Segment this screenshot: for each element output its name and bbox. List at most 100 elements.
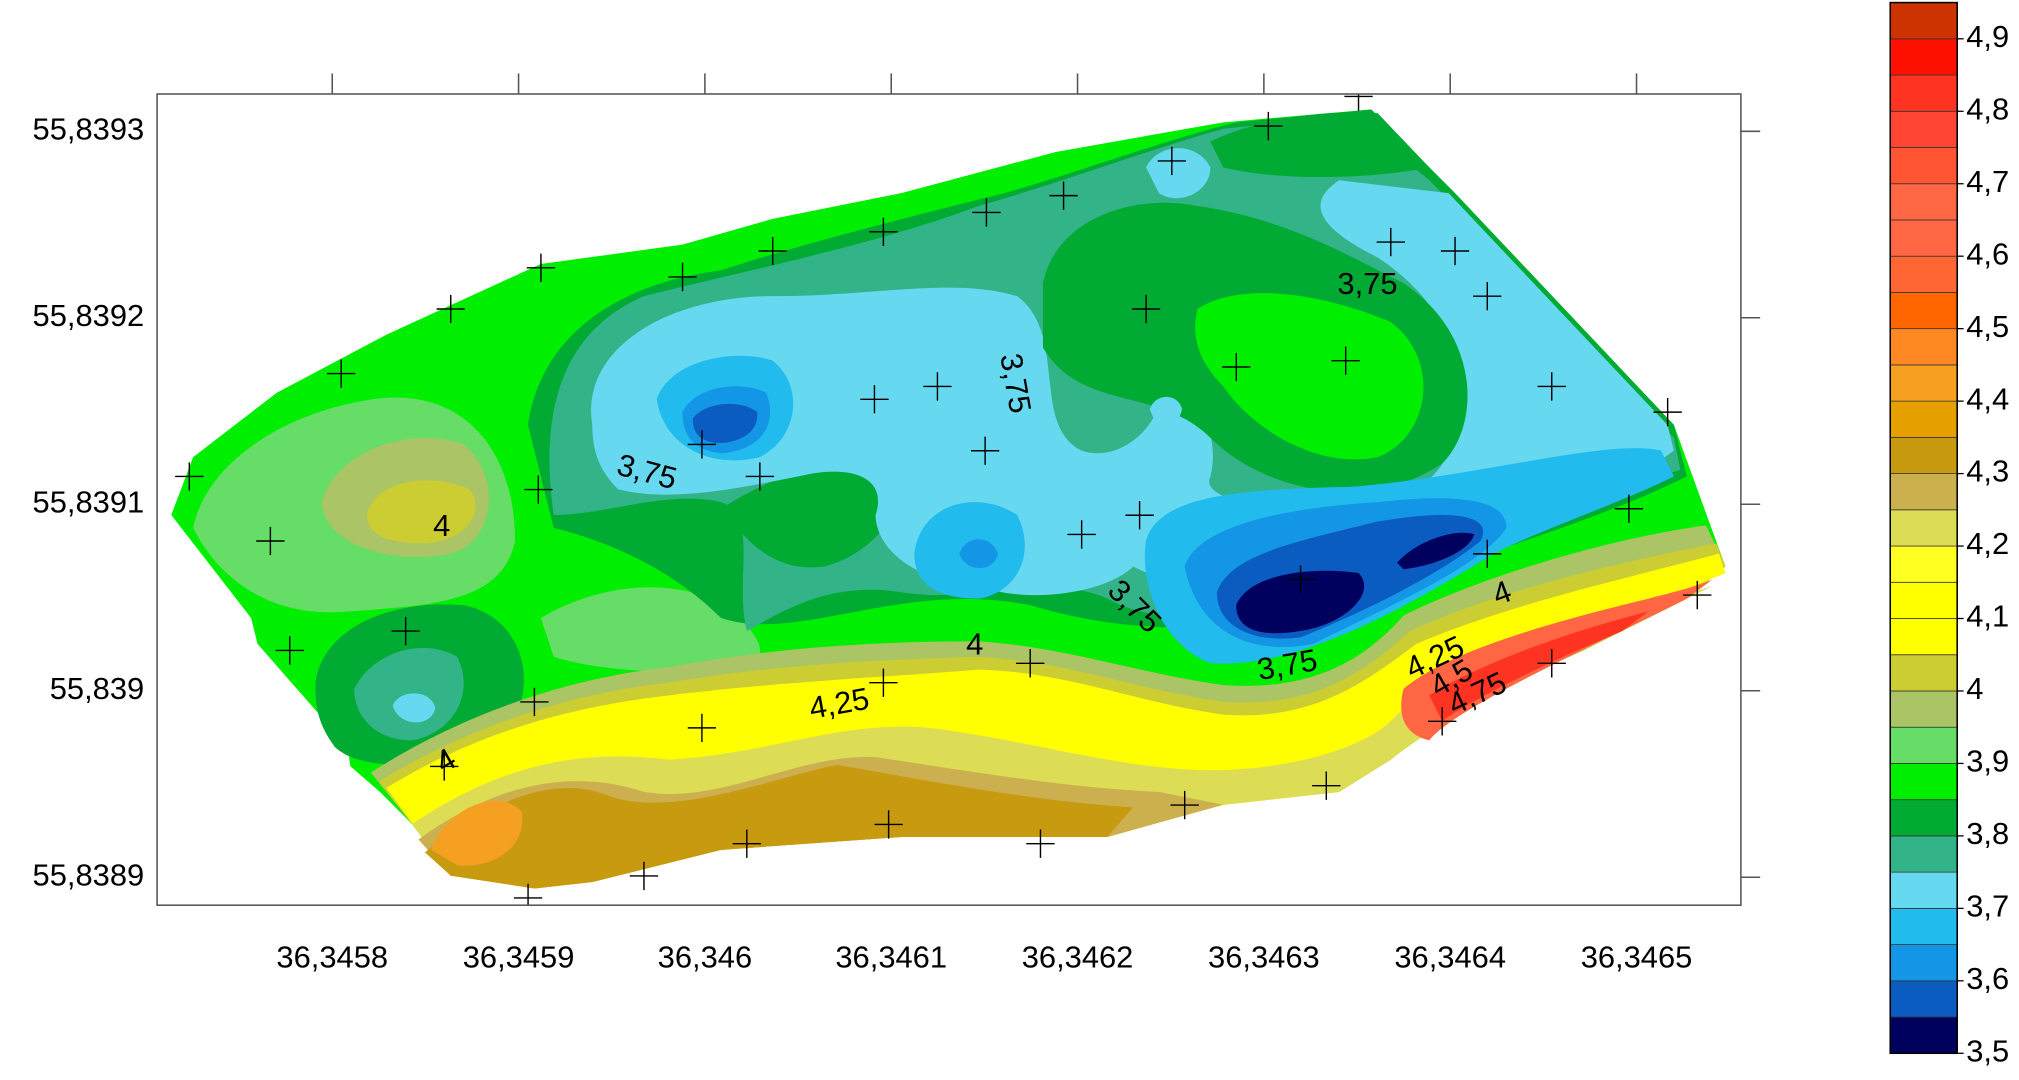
y-tick-label: 55,8392 xyxy=(33,298,145,333)
x-tick-label: 36,3459 xyxy=(463,939,575,974)
colorbar-frame xyxy=(1889,1,1958,1055)
contour-band xyxy=(1210,112,1430,178)
colorbar-tick-label: 3,5 xyxy=(1966,1033,2009,1068)
colorbar-tick-label: 4,4 xyxy=(1966,381,2009,416)
sample-point xyxy=(874,810,903,839)
sample-point xyxy=(758,236,787,266)
sample-point xyxy=(1614,494,1644,523)
x-tick-label: 36,346 xyxy=(658,939,752,974)
sample-point xyxy=(1312,771,1341,800)
sample-point xyxy=(1067,520,1096,549)
sample-point xyxy=(436,294,465,324)
colorbar-tick-label: 3,9 xyxy=(1966,744,2009,779)
colorbar-tick-label: 4,3 xyxy=(1966,454,2009,489)
colorbar-band xyxy=(1889,907,1958,945)
colorbar-band xyxy=(1889,944,1958,982)
colorbar-band xyxy=(1889,545,1958,583)
contour-label: 4 xyxy=(966,627,983,662)
sample-point xyxy=(1125,501,1154,530)
contour-band xyxy=(1195,293,1424,460)
colorbar-band xyxy=(1889,38,1958,76)
colorbar-band xyxy=(1889,110,1958,148)
contour-band xyxy=(431,800,523,866)
colorbar-band xyxy=(1889,690,1958,728)
sample-point xyxy=(1653,397,1682,427)
colorbar-band xyxy=(1889,147,1958,185)
contour-label: 3,75 xyxy=(1337,266,1397,301)
contour-band xyxy=(1429,611,1649,722)
colorbar-tick-label: 3,6 xyxy=(1966,961,2009,996)
sample-point xyxy=(923,372,952,401)
sample-point xyxy=(1016,649,1045,678)
contour-band xyxy=(366,480,476,544)
colorbar-band xyxy=(1889,292,1958,330)
colorbar-band xyxy=(1889,436,1958,474)
y-tick-label: 55,8389 xyxy=(33,857,145,892)
colorbar-band xyxy=(1889,255,1958,293)
x-tick-label: 36,3465 xyxy=(1581,939,1693,974)
sample-point xyxy=(327,359,356,388)
sample-point xyxy=(972,198,1001,227)
colorbar-band xyxy=(1889,2,1958,40)
colorbar-band xyxy=(1889,74,1958,112)
contour-band xyxy=(692,403,758,444)
colorbar-tick-label: 4,9 xyxy=(1966,19,2009,54)
sample-point xyxy=(1170,790,1199,820)
sample-point xyxy=(1376,227,1405,257)
sample-point xyxy=(1157,146,1186,176)
y-tick-label: 55,8391 xyxy=(33,484,145,519)
sample-point xyxy=(526,253,556,282)
colorbar-tick-label: 4,2 xyxy=(1966,526,2009,561)
sample-point xyxy=(668,262,697,292)
colorbar-band xyxy=(1889,509,1958,547)
colorbar-tick-label: 4,6 xyxy=(1966,236,2009,271)
colorbar-band xyxy=(1889,763,1958,801)
sample-point xyxy=(860,385,889,414)
sample-point xyxy=(1254,111,1283,141)
sample-point xyxy=(391,616,420,646)
colorbar-tick-label: 4,8 xyxy=(1966,91,2009,126)
colorbar-tick-label: 4,5 xyxy=(1966,309,2009,344)
sample-point xyxy=(687,430,717,459)
colorbar-band xyxy=(1889,581,1958,619)
colorbar-band xyxy=(1889,835,1958,873)
sample-point xyxy=(869,668,898,697)
sample-point xyxy=(1026,829,1055,858)
contour-band xyxy=(721,456,904,568)
sample-point xyxy=(1344,93,1373,111)
colorbar-band xyxy=(1889,726,1958,764)
contour-band xyxy=(540,587,761,673)
sample-point xyxy=(1537,649,1566,678)
sample-point xyxy=(256,526,285,556)
plot-frame xyxy=(156,93,1742,906)
sample-point xyxy=(1440,236,1470,266)
sample-point xyxy=(1222,352,1251,382)
contour-band xyxy=(1236,570,1365,634)
sample-point xyxy=(970,436,1000,465)
sample-point xyxy=(1428,707,1457,736)
contour-band xyxy=(392,693,436,723)
colorbar-tick-label: 3,7 xyxy=(1966,889,2009,924)
y-tick-label: 55,839 xyxy=(50,671,144,706)
sample-point xyxy=(275,636,304,665)
sample-point xyxy=(175,462,204,491)
colorbar-band xyxy=(1889,473,1958,511)
colorbar-band xyxy=(1889,328,1958,366)
overlay: 36,3458 36,3459 36,346 36,3461 36,3462 36,346… xyxy=(33,1,2009,1068)
x-tick-label: 36,3464 xyxy=(1394,939,1506,974)
colorbar-band xyxy=(1889,980,1958,1018)
sample-point xyxy=(1683,580,1712,610)
contour-band xyxy=(1149,396,1183,433)
x-tick-label: 36,3462 xyxy=(1022,939,1134,974)
sample-point xyxy=(1473,539,1502,569)
contour-band xyxy=(1397,532,1475,570)
colorbar-band xyxy=(1889,1016,1958,1054)
colorbar-tick-label: 4,7 xyxy=(1966,164,2009,199)
sample-point xyxy=(745,462,775,491)
contour-band xyxy=(424,764,1134,889)
colorbar-band xyxy=(1889,654,1958,692)
sample-point xyxy=(524,475,553,504)
sample-point xyxy=(430,752,459,781)
sample-point xyxy=(1537,372,1566,401)
